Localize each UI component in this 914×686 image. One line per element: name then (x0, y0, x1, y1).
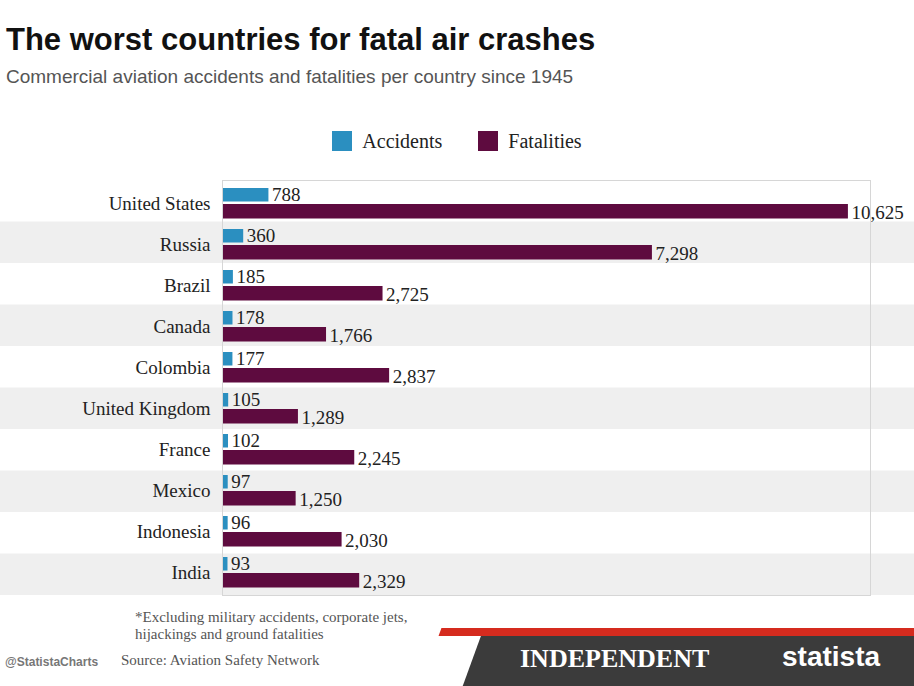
svg-text:7,298: 7,298 (655, 243, 698, 264)
svg-text:United States: United States (109, 193, 211, 214)
html-text:Fatalities: Fatalities (508, 129, 582, 152)
svg-text:France: France (159, 439, 211, 460)
svg-text:1,766: 1,766 (330, 325, 373, 346)
html-text:statista: statista (782, 641, 880, 672)
html-text:*Excluding military accidents,: *Excluding military accidents, corporate… (135, 609, 408, 642)
html-text:Accidents: Accidents (362, 129, 443, 152)
html-text:The worst countries for fatal: The worst countries for fatal air crashe… (6, 22, 596, 57)
svg-text:185: 185 (236, 266, 265, 287)
svg-text:Colombia: Colombia (136, 357, 212, 378)
svg-text:178: 178 (236, 307, 265, 328)
svg-text:102: 102 (232, 430, 261, 451)
svg-text:2,245: 2,245 (358, 448, 401, 469)
svg-text:India: India (171, 562, 211, 583)
svg-text:Canada: Canada (154, 316, 212, 337)
svg-text:96: 96 (231, 512, 250, 533)
svg-text:10,625: 10,625 (851, 202, 903, 223)
svg-text:177: 177 (236, 348, 265, 369)
html-text:Source: Aviation Safety Networ: Source: Aviation Safety Network (121, 652, 320, 668)
svg-text:2,725: 2,725 (386, 284, 429, 305)
svg-text:Brazil: Brazil (164, 275, 210, 296)
svg-text:1,289: 1,289 (301, 407, 344, 428)
svg-text:Indonesia: Indonesia (137, 521, 211, 542)
svg-text:2,329: 2,329 (363, 571, 406, 592)
svg-text:United Kingdom: United Kingdom (82, 398, 210, 419)
html-text:INDEPENDENT: INDEPENDENT (520, 644, 710, 673)
html-text:Commercial aviation accidents: Commercial aviation accidents and fatali… (6, 66, 574, 87)
svg-text:1,250: 1,250 (299, 489, 342, 510)
html-text:@StatistaCharts: @StatistaCharts (5, 655, 99, 669)
svg-text:Mexico: Mexico (152, 480, 210, 501)
svg-text:360: 360 (247, 225, 276, 246)
svg-text:2,837: 2,837 (393, 366, 436, 387)
svg-text:788: 788 (272, 184, 301, 205)
svg-text:Russia: Russia (160, 234, 211, 255)
svg-text:105: 105 (232, 389, 261, 410)
svg-text:2,030: 2,030 (345, 530, 388, 551)
svg-text:93: 93 (231, 553, 250, 574)
svg-text:97: 97 (231, 471, 250, 492)
